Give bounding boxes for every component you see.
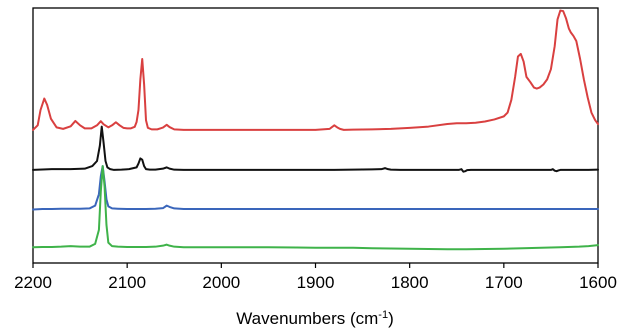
plot-frame (32, 7, 599, 264)
spectra-series (32, 9, 599, 251)
spectrum-line-4 (32, 165, 599, 251)
x-axis-ticks (32, 263, 599, 268)
x-axis-label: Wavenumbers (cm-1) (236, 309, 393, 328)
spectrum-line-2 (32, 125, 599, 173)
x-tick-label: 2100 (108, 273, 146, 292)
x-tick-label: 1800 (391, 273, 429, 292)
spectrum-line-1 (32, 9, 599, 131)
spectrum-line-3 (32, 165, 599, 211)
x-tick-label: 2000 (202, 273, 240, 292)
x-tick-label: 2200 (14, 273, 52, 292)
x-tick-label: 1700 (485, 273, 523, 292)
x-tick-label: 1600 (579, 273, 617, 292)
x-axis-tick-labels: 2200 2100 2000 1900 1800 1700 1600 (14, 273, 617, 292)
x-tick-label: 1900 (297, 273, 335, 292)
